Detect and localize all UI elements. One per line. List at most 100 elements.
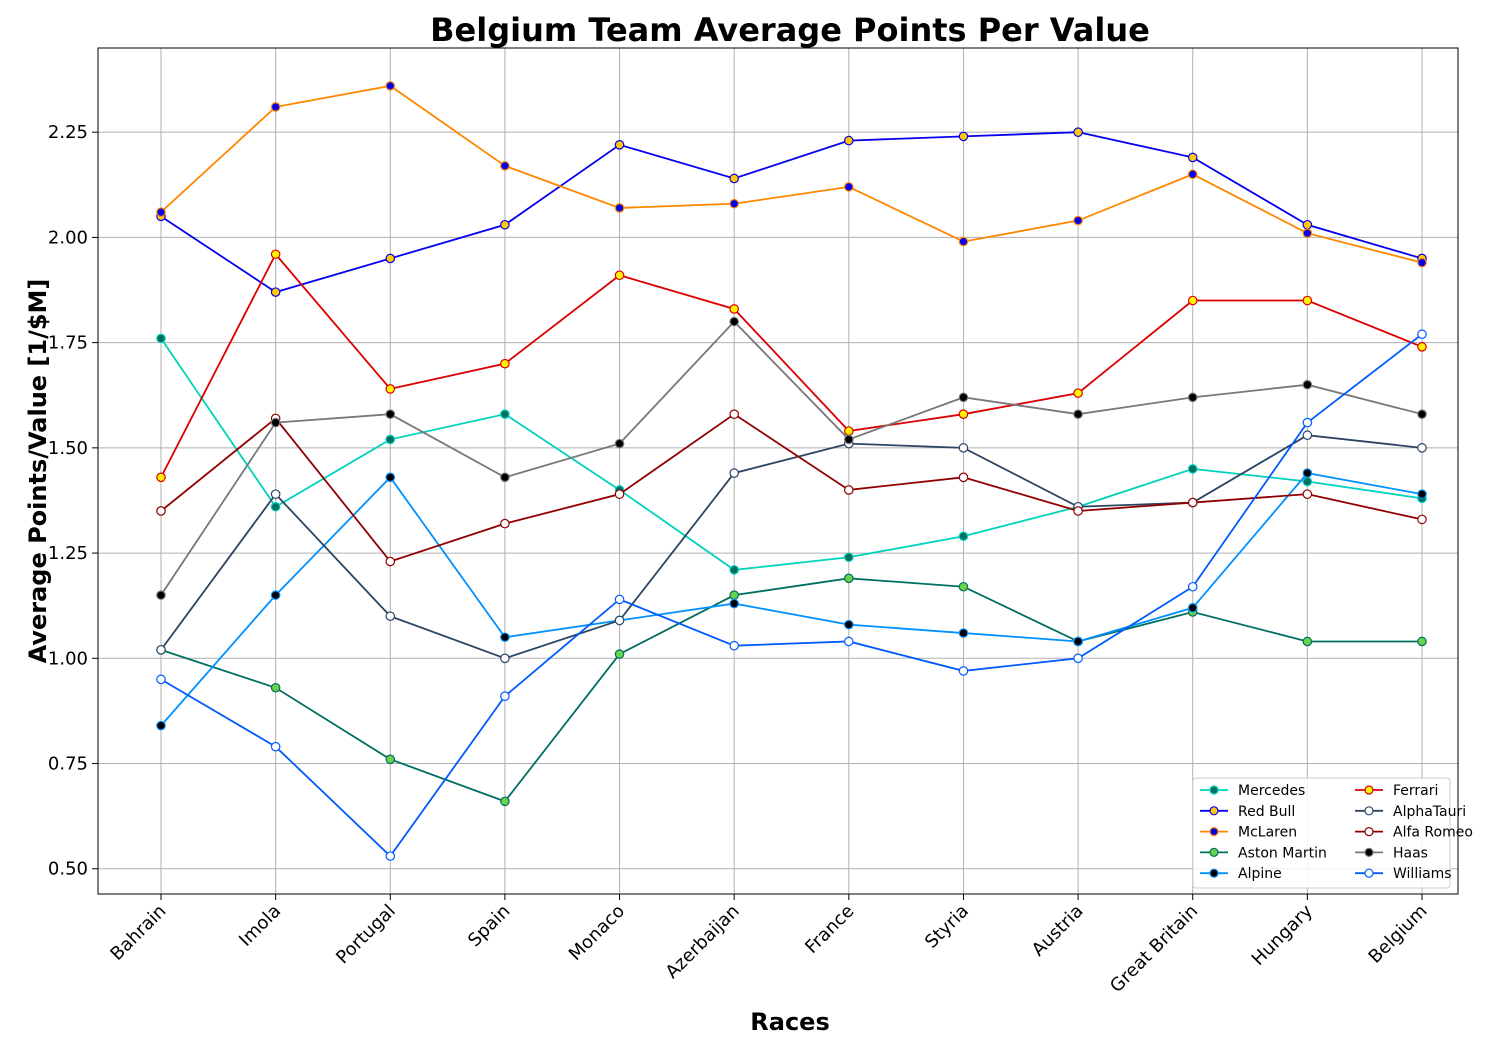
data-point bbox=[270, 287, 281, 297]
legend-label: Williams bbox=[1393, 866, 1452, 882]
x-tick-label: France bbox=[801, 901, 858, 958]
data-point bbox=[1302, 476, 1313, 487]
data-point bbox=[156, 674, 166, 685]
legend-label: Ferrari bbox=[1393, 783, 1438, 799]
data-point bbox=[385, 409, 396, 419]
data-point bbox=[270, 741, 281, 752]
data-point bbox=[729, 173, 739, 184]
data-point bbox=[844, 619, 854, 630]
legend-swatch-marker bbox=[1364, 806, 1374, 816]
series-williams bbox=[156, 329, 1427, 861]
data-point bbox=[614, 270, 625, 281]
legend-item: AlphaTauri bbox=[1355, 804, 1466, 820]
data-point bbox=[958, 581, 969, 592]
series-line bbox=[160, 472, 1423, 727]
series-line bbox=[160, 337, 1423, 571]
data-point bbox=[1302, 228, 1313, 238]
data-point bbox=[1417, 514, 1427, 525]
y-tick-label: 2.00 bbox=[48, 227, 88, 248]
legend-item: Williams bbox=[1355, 866, 1452, 882]
data-point bbox=[500, 219, 510, 230]
x-tick-label: Spain bbox=[464, 901, 514, 951]
data-point bbox=[1302, 430, 1313, 441]
data-point bbox=[270, 249, 281, 260]
data-point bbox=[500, 653, 510, 664]
data-point bbox=[1302, 636, 1313, 647]
data-point bbox=[156, 720, 166, 731]
legend-item: Alpine bbox=[1200, 866, 1282, 882]
data-point bbox=[1417, 329, 1427, 340]
legend-label: Alpine bbox=[1238, 866, 1282, 882]
data-point bbox=[156, 645, 166, 655]
x-tick-label: Monaco bbox=[565, 901, 629, 965]
data-point bbox=[844, 182, 854, 192]
x-tick-label: Bahrain bbox=[106, 901, 170, 965]
legend-item: Red Bull bbox=[1200, 804, 1295, 820]
legend: Mercedes Red Bull McLaren Aston Martin Alpin… bbox=[1192, 777, 1473, 889]
data-point bbox=[729, 316, 739, 327]
legend-label: Red Bull bbox=[1238, 804, 1295, 820]
data-point bbox=[1187, 169, 1198, 180]
series-lines bbox=[156, 81, 1427, 861]
data-point bbox=[958, 409, 969, 419]
data-point bbox=[614, 649, 625, 659]
y-axis-label: Average Points/Value [1/$M] bbox=[24, 279, 52, 664]
legend-swatch-marker bbox=[1209, 806, 1219, 816]
plot-frame bbox=[97, 47, 1459, 895]
data-point bbox=[1417, 443, 1427, 453]
series-line bbox=[160, 333, 1423, 858]
data-point bbox=[1417, 257, 1427, 268]
data-point bbox=[1073, 388, 1083, 398]
data-point bbox=[385, 611, 396, 622]
x-tick-label: Portugal bbox=[332, 901, 400, 969]
data-point bbox=[958, 392, 969, 403]
data-point bbox=[156, 506, 166, 516]
y-tick-label: 1.00 bbox=[48, 648, 88, 669]
series-haas bbox=[156, 316, 1427, 600]
series-red-bull bbox=[156, 127, 1427, 297]
series-line bbox=[160, 434, 1423, 660]
data-point bbox=[156, 207, 166, 217]
data-point bbox=[1417, 489, 1427, 499]
data-point bbox=[614, 140, 625, 150]
data-point bbox=[614, 615, 625, 626]
legend-label: Haas bbox=[1393, 845, 1428, 861]
data-point bbox=[958, 472, 969, 483]
grid bbox=[98, 48, 1458, 894]
data-point bbox=[958, 131, 969, 142]
data-point bbox=[1073, 653, 1083, 664]
data-point bbox=[500, 518, 510, 529]
data-point bbox=[500, 161, 510, 171]
x-tick-label: Imola bbox=[235, 901, 285, 951]
legend-label: AlphaTauri bbox=[1393, 804, 1466, 820]
data-point bbox=[500, 691, 510, 701]
series-alphatauri bbox=[156, 430, 1427, 664]
data-point bbox=[385, 472, 396, 483]
x-tick-label: Hungary bbox=[1248, 900, 1317, 969]
data-point bbox=[729, 590, 739, 600]
y-tick-label: 0.50 bbox=[48, 859, 88, 880]
data-point bbox=[1073, 636, 1083, 647]
x-tick-label: Azerbaijan bbox=[662, 901, 744, 983]
data-point bbox=[1073, 506, 1083, 516]
data-point bbox=[1417, 409, 1427, 419]
data-point bbox=[1187, 602, 1198, 613]
legend-swatch-marker bbox=[1209, 847, 1219, 858]
legend-swatch-marker bbox=[1209, 785, 1219, 795]
chart-title: Belgium Team Average Points Per Value bbox=[430, 11, 1150, 49]
data-point bbox=[270, 501, 281, 512]
data-point bbox=[844, 552, 854, 563]
data-point bbox=[500, 796, 510, 807]
data-point bbox=[614, 438, 625, 449]
legend-item: McLaren bbox=[1200, 825, 1297, 841]
data-point bbox=[844, 485, 854, 495]
data-point bbox=[270, 590, 281, 600]
legend-item: Aston Martin bbox=[1200, 845, 1327, 861]
legend-swatch-marker bbox=[1364, 868, 1374, 878]
data-point bbox=[958, 628, 969, 638]
x-tick-label: Belgium bbox=[1365, 901, 1432, 968]
series-line bbox=[160, 252, 1423, 478]
data-point bbox=[385, 384, 396, 394]
y-tick-label: 0.75 bbox=[48, 754, 88, 775]
